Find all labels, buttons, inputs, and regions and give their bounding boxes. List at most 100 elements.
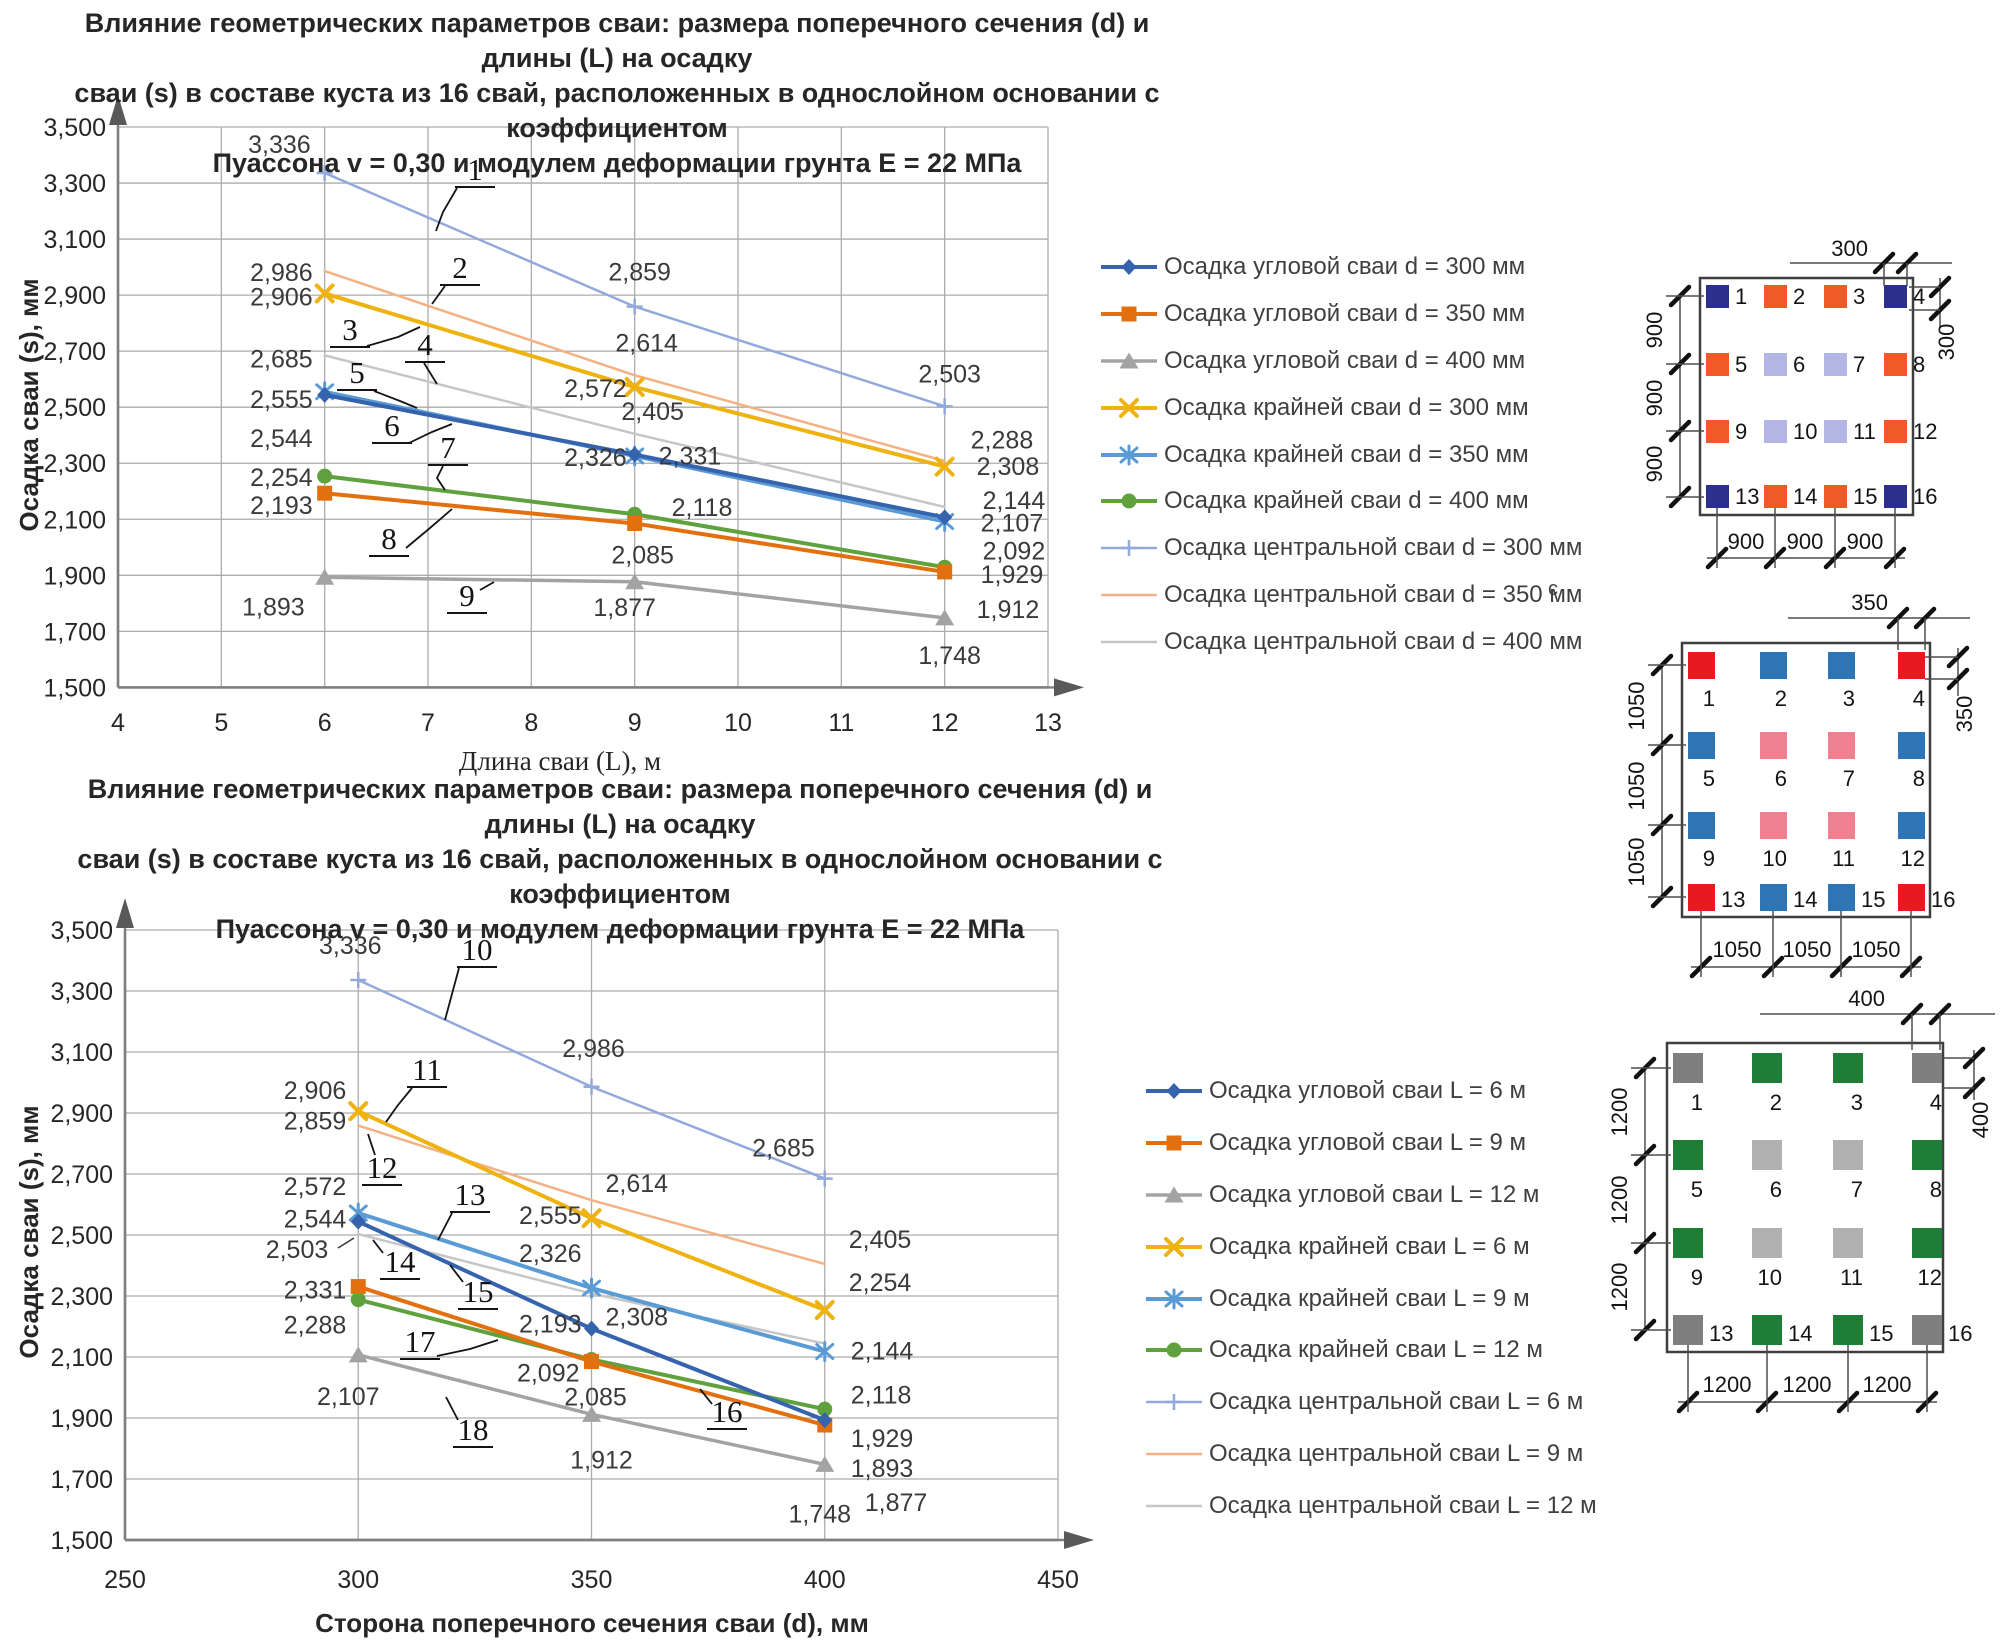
legend-label: Осадка центральной сваи L = 6 м: [1209, 1388, 1584, 1415]
marker-asterisk: [1119, 444, 1139, 466]
data-label: 2,254: [250, 464, 313, 492]
legend-marker-plus-icon: [1146, 1394, 1202, 1410]
data-label: 2,144: [983, 487, 1046, 515]
pile-square-center: [1760, 732, 1787, 759]
legend-marker-none-icon: [1146, 1452, 1202, 1456]
y-axis-title: Осадка сваи (s), мм: [14, 1105, 44, 1358]
pile-number: 7: [1843, 766, 1855, 791]
legend-marker-x-icon: [1101, 398, 1157, 418]
legend-item: Осадка угловой сваи d = 400 мм: [1100, 346, 1525, 376]
pile-square-corner: [1688, 884, 1715, 911]
pile-square-center: [1824, 353, 1847, 376]
data-label: 2,288: [284, 1312, 347, 1340]
marker-diamond: [627, 446, 643, 463]
pile-square-edge: [1673, 1228, 1703, 1258]
legend-marker-none-icon: [1101, 593, 1157, 597]
y-tick-label: 2,300: [50, 1283, 113, 1311]
pile-square-edge: [1673, 1140, 1703, 1170]
x-tick-label: 8: [524, 709, 538, 737]
legend-marker-none-icon: [1101, 640, 1157, 644]
marker-asterisk: [815, 1341, 835, 1363]
marker-x: [348, 1101, 369, 1122]
marker-square: [1121, 306, 1137, 322]
series-line-7: [357, 1124, 826, 1266]
legend-item: Осадка угловой сваи d = 300 мм: [1100, 252, 1525, 282]
pile-number: 4: [1913, 686, 1925, 711]
legend-item: Осадка крайней сваи d = 400 мм: [1100, 486, 1529, 516]
legend-label: Осадка угловой сваи d = 350 мм: [1164, 300, 1526, 327]
data-label: 2,193: [250, 492, 313, 520]
y-tick-label: 2,100: [50, 1344, 113, 1372]
pile-number: 15: [1861, 887, 1885, 912]
callout-leader: [449, 1264, 464, 1283]
pile-number: 2: [1770, 1090, 1782, 1115]
x-axis-title: Сторона поперечного сечения сваи (d), мм: [315, 1608, 869, 1638]
legend-item: Осадка центральной сваи L = 6 м: [1145, 1387, 1583, 1417]
pile-number: 10: [1763, 846, 1787, 871]
callout-number: 2: [452, 250, 468, 285]
pile-square-edge: [1898, 812, 1925, 839]
x-tick-label: 9: [628, 709, 642, 737]
legend-label: Осадка угловой сваи L = 9 м: [1209, 1129, 1527, 1156]
dimension-label: 1200: [1703, 1372, 1752, 1397]
legend-marker-triangle-icon: [1101, 352, 1157, 369]
data-label: 1,929: [851, 1425, 914, 1453]
pile-number: 12: [1913, 419, 1937, 444]
y-tick-label: 2,700: [50, 1161, 113, 1189]
callout-leader: [445, 1396, 459, 1421]
pile-square-edge: [1884, 420, 1907, 443]
legend-item: Осадка центральной сваи L = 9 м: [1145, 1439, 1583, 1469]
legend-marker-plus-icon: [1101, 540, 1157, 556]
data-label: 2,614: [615, 329, 678, 357]
callout-leader: [435, 465, 446, 491]
pile-number: 15: [1853, 484, 1877, 509]
pile-cap-outline: [1698, 276, 1915, 517]
dimension-label: 1200: [1863, 1372, 1912, 1397]
pile-square-center: [1752, 1140, 1782, 1170]
data-label: 2,144: [851, 1338, 914, 1366]
pile-square-edge: [1824, 485, 1847, 508]
callout-number: 16: [712, 1394, 743, 1429]
y-axis-arrow: [116, 898, 134, 928]
pile-number: 1: [1691, 1090, 1703, 1115]
pile-number: 11: [1832, 846, 1855, 871]
marker-triangle: [625, 573, 645, 590]
y-tick-label: 2,500: [43, 394, 106, 422]
marker-triangle: [1164, 1186, 1184, 1203]
data-label: 2,331: [659, 443, 722, 471]
legend-marker-none-icon: [1146, 1504, 1202, 1508]
pile-square-edge: [1688, 732, 1715, 759]
marker-circle: [317, 468, 333, 484]
callout-number: 8: [381, 521, 397, 556]
data-label: 2,092: [983, 538, 1046, 566]
pile-number: 7: [1851, 1177, 1863, 1202]
legend-label: Осадка центральной сваи d = 400 мм: [1164, 628, 1583, 655]
title-line: Влияние геометрических параметров сваи: …: [84, 8, 1150, 73]
pile-square-corner: [1706, 285, 1729, 308]
x-tick-label: 6: [318, 709, 332, 737]
data-label: 2,326: [519, 1240, 582, 1268]
marker-square: [937, 564, 953, 580]
y-tick-label: 1,700: [50, 1466, 113, 1494]
dimension-label: 1050: [1624, 838, 1649, 887]
data-label: 2,685: [752, 1135, 815, 1163]
marker-plus: [626, 298, 643, 315]
y-tick-label: 3,500: [50, 917, 113, 945]
data-label: 2,118: [851, 1382, 912, 1410]
marker-diamond: [584, 1320, 599, 1337]
pile-square-edge: [1833, 1315, 1863, 1345]
pile-square-edge: [1760, 652, 1787, 679]
pile-number: 9: [1735, 419, 1747, 444]
marker-circle: [1121, 493, 1137, 509]
pile-square-center: [1833, 1228, 1863, 1258]
callout-leader: [366, 326, 421, 347]
marker-plus: [1121, 540, 1137, 556]
marker-diamond: [1121, 259, 1137, 275]
x-axis-arrow: [1054, 678, 1084, 697]
legend-marker-diamond-icon: [1146, 1083, 1202, 1099]
dimension-label: 400: [1968, 1102, 1993, 1139]
pile-number: 3: [1853, 284, 1865, 309]
dimension-label: 1200: [1783, 1372, 1832, 1397]
